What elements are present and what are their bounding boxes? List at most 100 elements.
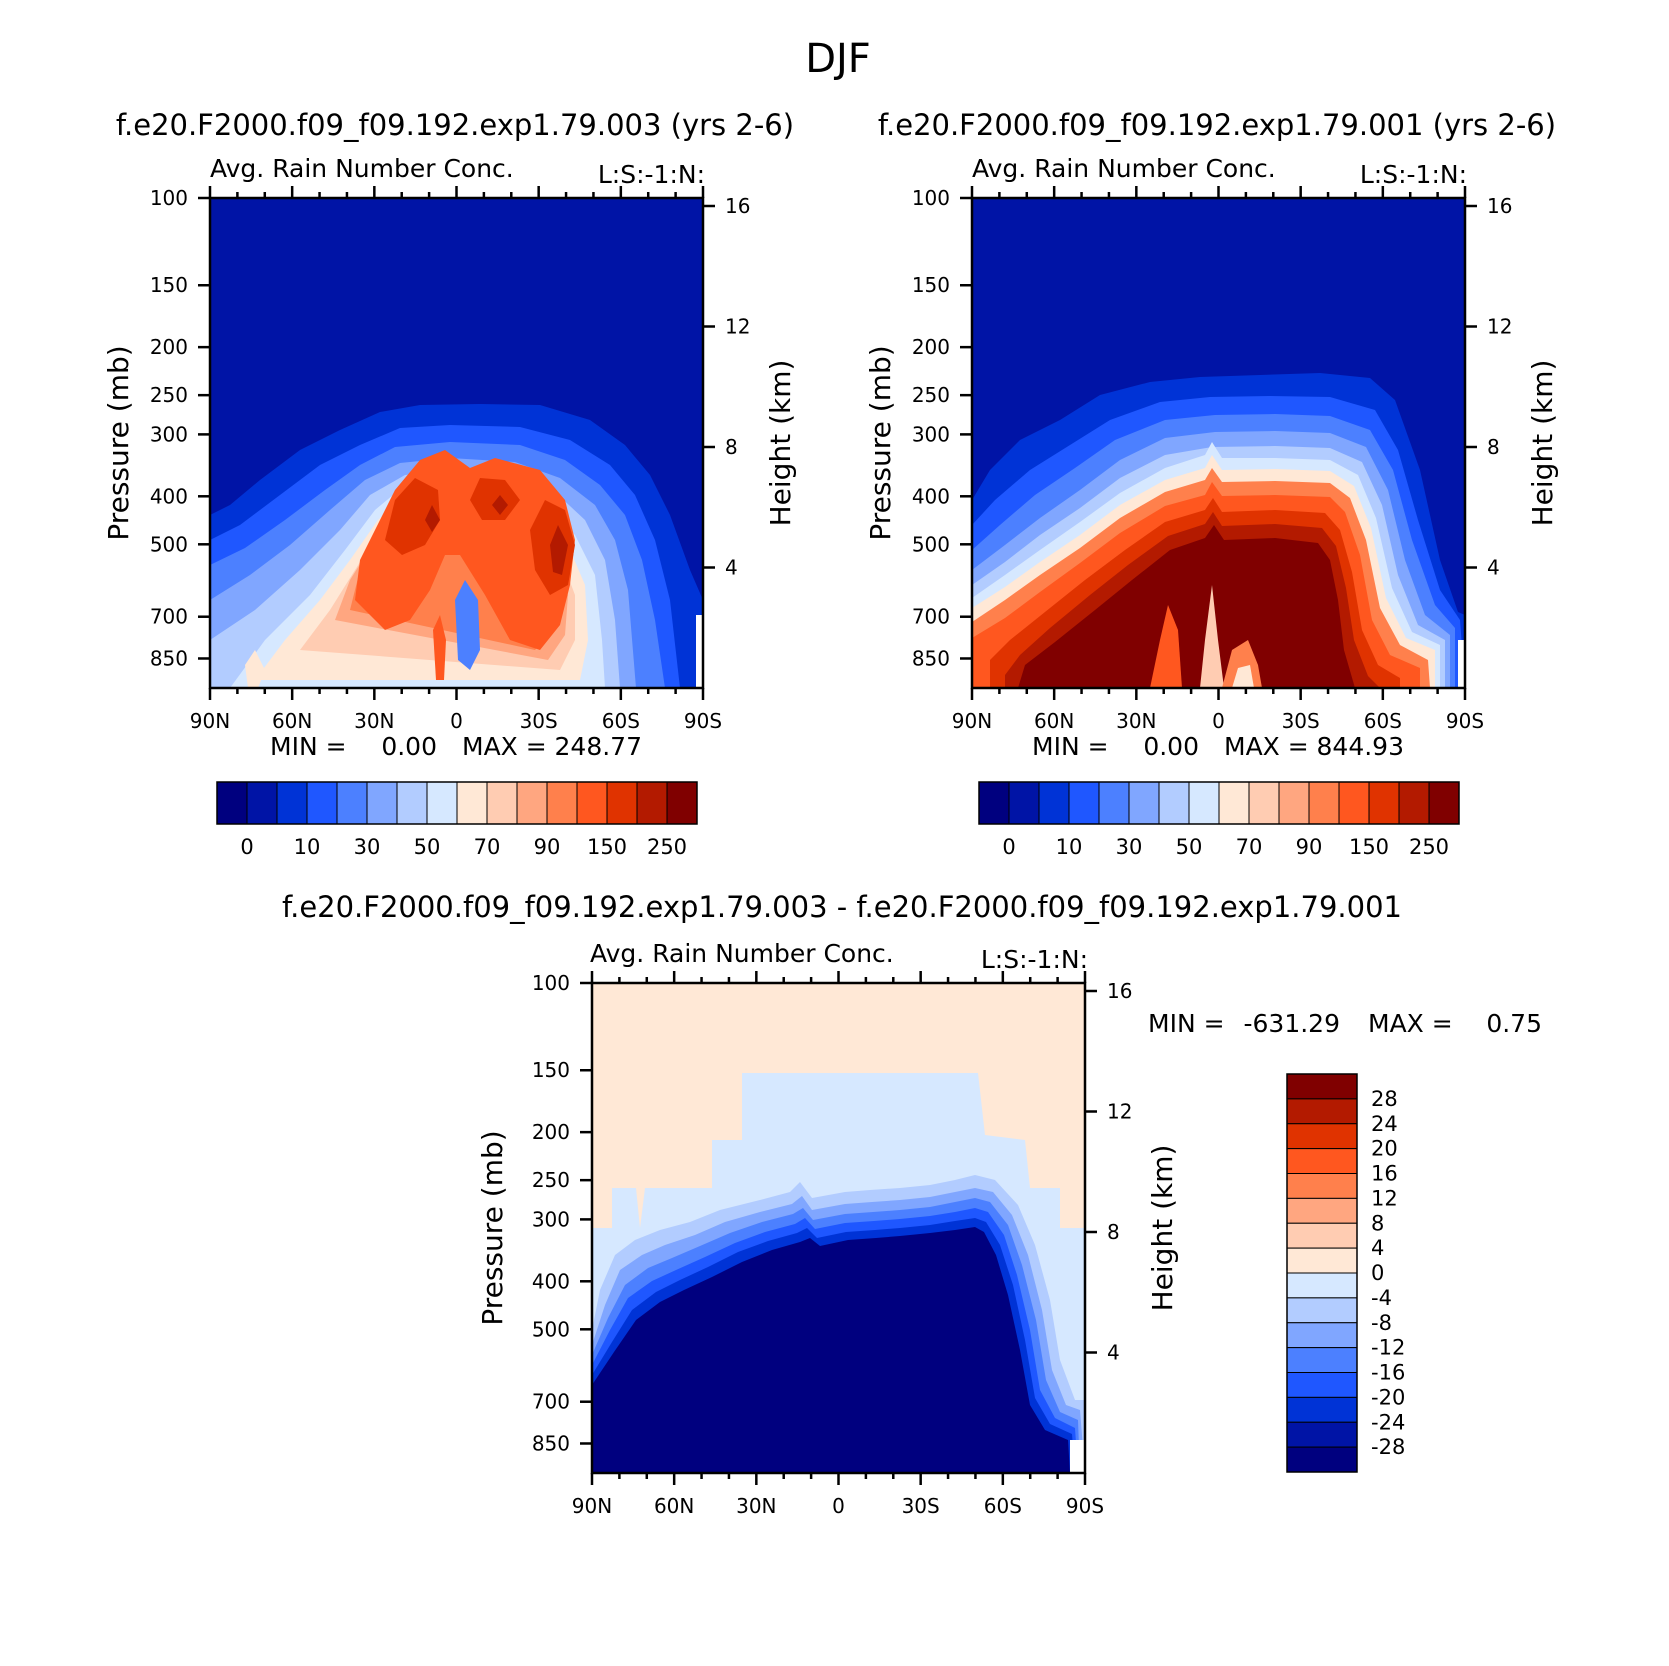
- x-tick-label: 90S: [1446, 709, 1484, 733]
- field-level-950: [592, 1227, 1070, 1473]
- y-tick-label: 850: [912, 646, 950, 670]
- x-tick-label: 60S: [1364, 709, 1402, 733]
- colorbar-box: [546, 781, 578, 825]
- colorbar-box: [1068, 781, 1100, 825]
- colorbar-label: -24: [1371, 1410, 1405, 1434]
- colorbar-box: [1128, 781, 1160, 825]
- field-level-710: [1150, 605, 1182, 688]
- height-tick-label: 4: [725, 556, 738, 580]
- y-tick-label: 850: [532, 1431, 570, 1455]
- colorbar-box: [1286, 1247, 1358, 1274]
- panel-2-min-value: 0.00: [1143, 732, 1199, 761]
- field-level-350: [550, 525, 568, 575]
- height-tick-label: 8: [1107, 1220, 1120, 1244]
- colorbar-box: [576, 781, 608, 825]
- colorbar-label: -28: [1371, 1435, 1405, 1459]
- colorbar-box: [1278, 781, 1310, 825]
- colorbar-box: [1286, 1347, 1358, 1373]
- y-tick-label: 500: [150, 532, 188, 556]
- x-tick-label: 30N: [354, 709, 394, 733]
- panel-3: f.e20.F2000.f09_f09.192.exp1.79.003 - f.…: [282, 890, 1542, 1518]
- panel-2: f.e20.F2000.f09_f09.192.exp1.79.001 (yrs…: [864, 108, 1559, 859]
- colorbar-box: [1038, 781, 1070, 825]
- colorbar-box: [1286, 1073, 1358, 1100]
- colorbar-box: [396, 781, 428, 825]
- panel-3-ylabel-right: Height (km): [1146, 1145, 1179, 1312]
- panel-2-case-title: f.e20.F2000.f09_f09.192.exp1.79.001 (yrs…: [878, 108, 1556, 142]
- y-tick-label: 250: [150, 383, 188, 407]
- colorbar-label: 70: [1236, 835, 1263, 859]
- colorbar-box: [306, 781, 338, 825]
- panel-3-field: [592, 983, 1085, 1473]
- panel-1-max-label: MAX =: [462, 732, 547, 761]
- field-level-730: [1200, 585, 1224, 688]
- panel-3-min-label: MIN =: [1148, 1009, 1225, 1038]
- field-level-370: [455, 580, 480, 670]
- colorbar-box: [1286, 1396, 1358, 1423]
- colorbar-box: [426, 781, 458, 825]
- colorbar-label: 12: [1371, 1186, 1398, 1210]
- panel-1-min-label: MIN =: [270, 732, 347, 761]
- height-tick-label: 16: [1487, 194, 1512, 218]
- colorbar-box: [276, 781, 308, 825]
- x-tick-label: 30S: [520, 709, 558, 733]
- colorbar-label: 50: [414, 835, 441, 859]
- x-tick-label: 0: [1212, 709, 1225, 733]
- colorbar-label: 0: [240, 835, 253, 859]
- y-tick-label: 500: [532, 1317, 570, 1341]
- y-tick-label: 300: [912, 422, 950, 446]
- height-tick-label: 4: [1107, 1341, 1120, 1365]
- field-level-770: [1232, 665, 1254, 688]
- y-tick-label: 150: [912, 273, 950, 297]
- colorbar-box: [1286, 1197, 1358, 1224]
- colorbar-label: 250: [1409, 835, 1449, 859]
- colorbar-label: -8: [1371, 1311, 1392, 1335]
- x-tick-label: 90N: [952, 709, 992, 733]
- y-tick-label: 100: [150, 186, 188, 210]
- panel-2-axes: 100 150 200 250 300 400 500 700 850 16 12 8 4 90N 60N 3…: [912, 186, 1512, 733]
- panel-2-field: [972, 198, 1465, 688]
- panel-1-ylabel: Pressure (mb): [102, 345, 135, 540]
- colorbar-box: [1308, 781, 1340, 825]
- colorbar-label: 4: [1371, 1236, 1384, 1260]
- colorbar-box: [516, 781, 548, 825]
- panel-2-ylabel-right: Height (km): [1526, 360, 1559, 527]
- panel-1-min-value: 0.00: [381, 732, 437, 761]
- colorbar-box: [1428, 781, 1460, 825]
- colorbar-frame: [978, 781, 1460, 825]
- field-level-430: [696, 615, 703, 688]
- colorbar-label: -4: [1371, 1286, 1392, 1310]
- colorbar-box: [1398, 781, 1430, 825]
- colorbar-box: [978, 781, 1010, 825]
- y-tick-label: 150: [532, 1058, 570, 1082]
- colorbar-box: [1338, 781, 1370, 825]
- colorbar-box: [366, 781, 398, 825]
- height-tick-label: 16: [1107, 979, 1132, 1003]
- y-tick-label: 400: [150, 484, 188, 508]
- y-tick-label: 700: [912, 605, 950, 629]
- height-tick-label: 12: [1487, 315, 1512, 339]
- y-tick-label: 100: [912, 186, 950, 210]
- colorbar-box: [1286, 1272, 1358, 1299]
- colorbar-box: [636, 781, 668, 825]
- colorbar-label: 16: [1371, 1162, 1398, 1186]
- colorbar-box: [1286, 1148, 1358, 1174]
- colorbar-label: 70: [474, 835, 501, 859]
- colorbar-label: 0: [1371, 1261, 1384, 1285]
- x-tick-label: 60S: [984, 1494, 1022, 1518]
- y-tick-label: 200: [912, 335, 950, 359]
- panel-1: f.e20.F2000.f09_f09.192.exp1.79.003 (yrs…: [102, 108, 797, 859]
- panel-2-min-label: MIN =: [1032, 732, 1109, 761]
- colorbar-box: [1286, 1421, 1358, 1448]
- colorbar-box: [1008, 781, 1040, 825]
- x-tick-label: 90S: [1066, 1494, 1104, 1518]
- y-tick-label: 400: [912, 484, 950, 508]
- colorbar-box: [1368, 781, 1400, 825]
- panel-3-right-note: L:S:-1:N:: [981, 945, 1088, 974]
- colorbar-box: [456, 781, 488, 825]
- colorbar-label: 150: [587, 835, 627, 859]
- colorbar-label: 30: [1116, 835, 1143, 859]
- colorbar-box: [1248, 781, 1280, 825]
- panel-2-max-label: MAX =: [1224, 732, 1309, 761]
- y-tick-label: 200: [532, 1120, 570, 1144]
